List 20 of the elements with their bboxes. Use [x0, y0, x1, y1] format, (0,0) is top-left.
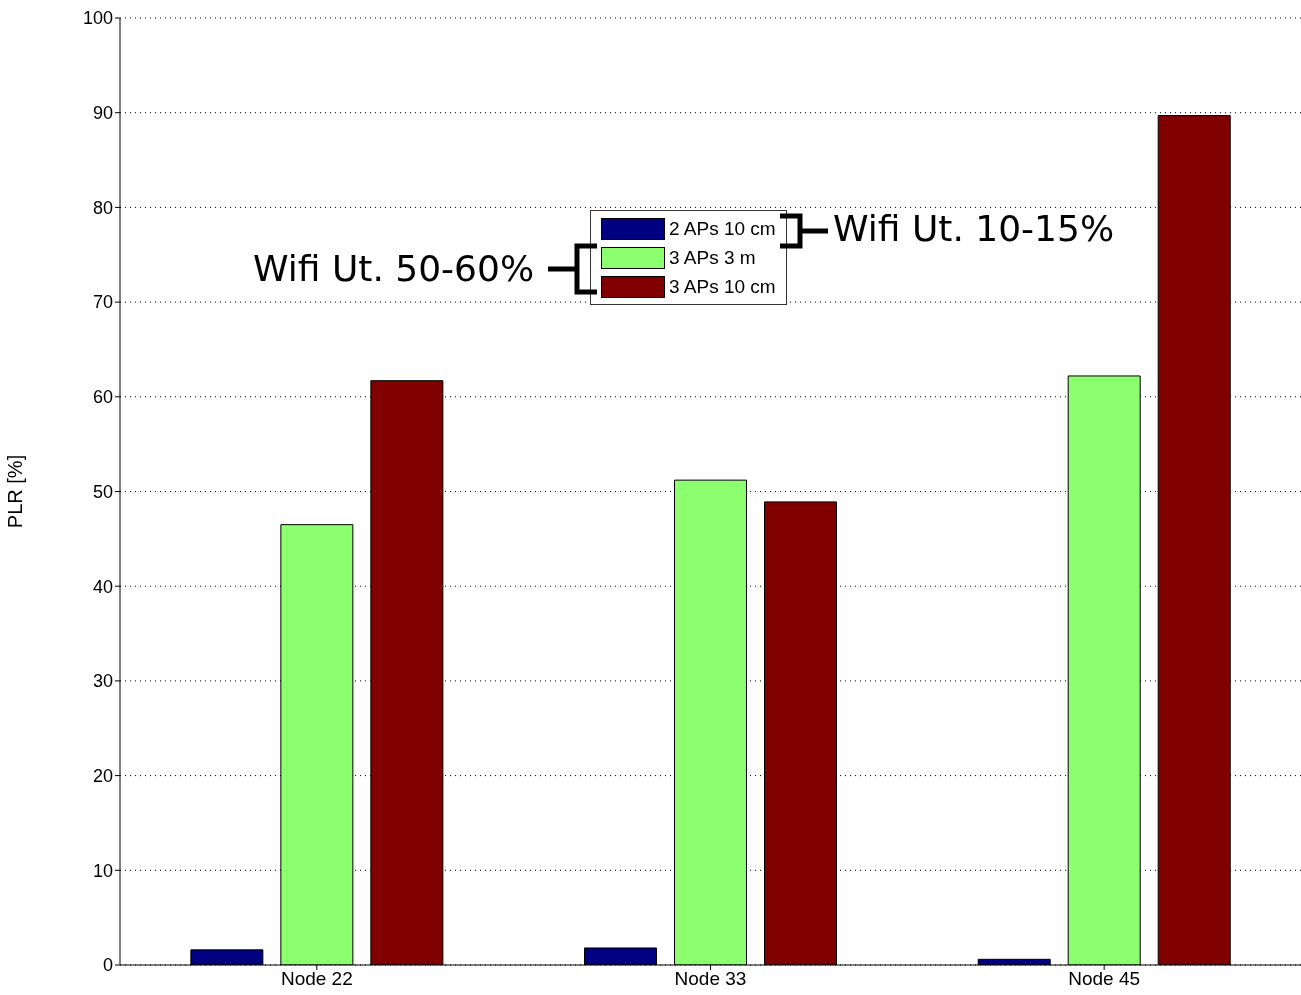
legend-label: 3 APs 10 cm: [669, 275, 776, 298]
y-tick-label: 0: [102, 955, 113, 976]
y-tick-label: 90: [92, 103, 113, 124]
y-tick-label: 60: [92, 387, 113, 408]
x-tick-label: Node 45: [1068, 968, 1141, 990]
x-tick-label: Node 33: [674, 968, 747, 990]
annotation: Wifi Ut. 10-15%: [833, 208, 1115, 249]
y-tick-label: 10: [92, 860, 113, 881]
x-tick-label: Node 22: [280, 968, 353, 990]
y-tick-label: 70: [92, 292, 113, 313]
y-tick-label: 30: [92, 671, 113, 692]
y-axis-title: PLR [%]: [4, 454, 27, 529]
y-tick-label: 50: [92, 481, 113, 502]
annotation: Wifi Ut. 50-60%: [253, 248, 535, 289]
y-tick-label: 80: [92, 197, 113, 218]
legend-label: 3 APs 3 m: [669, 246, 756, 269]
y-tick-label: 20: [92, 765, 113, 786]
legend-label: 2 APs 10 cm: [669, 217, 776, 240]
y-tick-label: 100: [82, 8, 113, 29]
y-tick-label: 40: [92, 576, 113, 597]
